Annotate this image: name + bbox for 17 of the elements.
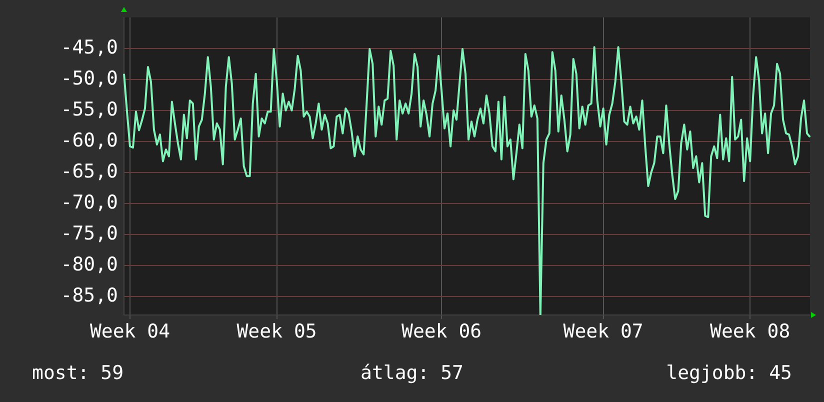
x-tick-label: Week 07	[563, 320, 644, 342]
text: átlag: 57	[360, 362, 464, 384]
y-tick-label: -65,0	[60, 160, 118, 182]
y-tick-label: -85,0	[60, 284, 118, 306]
y-tick-label: -80,0	[60, 253, 118, 276]
x-tick-label: Week 08	[710, 320, 790, 342]
y-tick-label: -45,0	[60, 36, 118, 58]
x-tick-label: Week 06	[402, 320, 482, 342]
y-tick-label: -55,0	[60, 98, 118, 120]
text: legjobb: 45	[666, 362, 792, 384]
y-tick-label: -70,0	[60, 191, 118, 214]
x-tick-label: Week 04	[90, 320, 170, 342]
y-tick-label: -75,0	[60, 222, 118, 244]
text: most: 59	[32, 362, 124, 384]
x-tick-label: Week 05	[236, 320, 317, 342]
y-tick-label: -50,0	[60, 67, 118, 90]
y-tick-label: -60,0	[60, 129, 118, 152]
